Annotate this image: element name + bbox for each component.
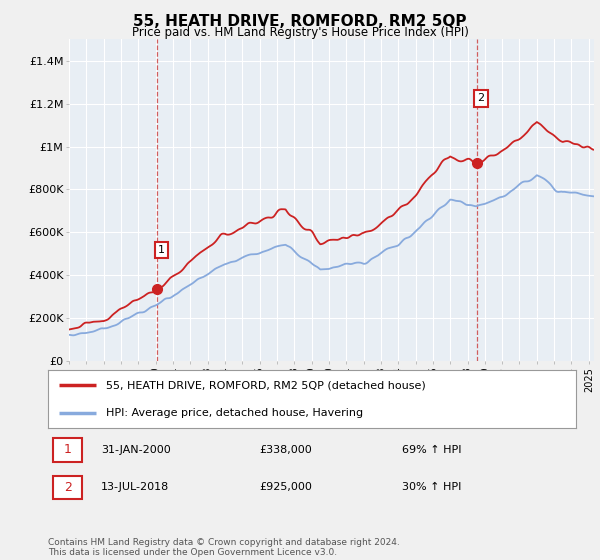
Text: Price paid vs. HM Land Registry's House Price Index (HPI): Price paid vs. HM Land Registry's House …: [131, 26, 469, 39]
Text: 2: 2: [478, 93, 485, 103]
Text: 55, HEATH DRIVE, ROMFORD, RM2 5QP (detached house): 55, HEATH DRIVE, ROMFORD, RM2 5QP (detac…: [106, 380, 426, 390]
Text: 1: 1: [158, 245, 165, 255]
Text: 55, HEATH DRIVE, ROMFORD, RM2 5QP: 55, HEATH DRIVE, ROMFORD, RM2 5QP: [133, 14, 467, 29]
Text: 30% ↑ HPI: 30% ↑ HPI: [402, 483, 461, 492]
Text: 1: 1: [64, 444, 72, 456]
Text: 31-JAN-2000: 31-JAN-2000: [101, 445, 170, 455]
Text: 2: 2: [64, 481, 72, 494]
FancyBboxPatch shape: [53, 475, 82, 500]
Text: £925,000: £925,000: [259, 483, 312, 492]
Text: 69% ↑ HPI: 69% ↑ HPI: [402, 445, 461, 455]
Text: HPI: Average price, detached house, Havering: HPI: Average price, detached house, Have…: [106, 408, 363, 418]
FancyBboxPatch shape: [53, 438, 82, 462]
Text: £338,000: £338,000: [259, 445, 312, 455]
Text: 13-JUL-2018: 13-JUL-2018: [101, 483, 169, 492]
Text: Contains HM Land Registry data © Crown copyright and database right 2024.
This d: Contains HM Land Registry data © Crown c…: [48, 538, 400, 557]
